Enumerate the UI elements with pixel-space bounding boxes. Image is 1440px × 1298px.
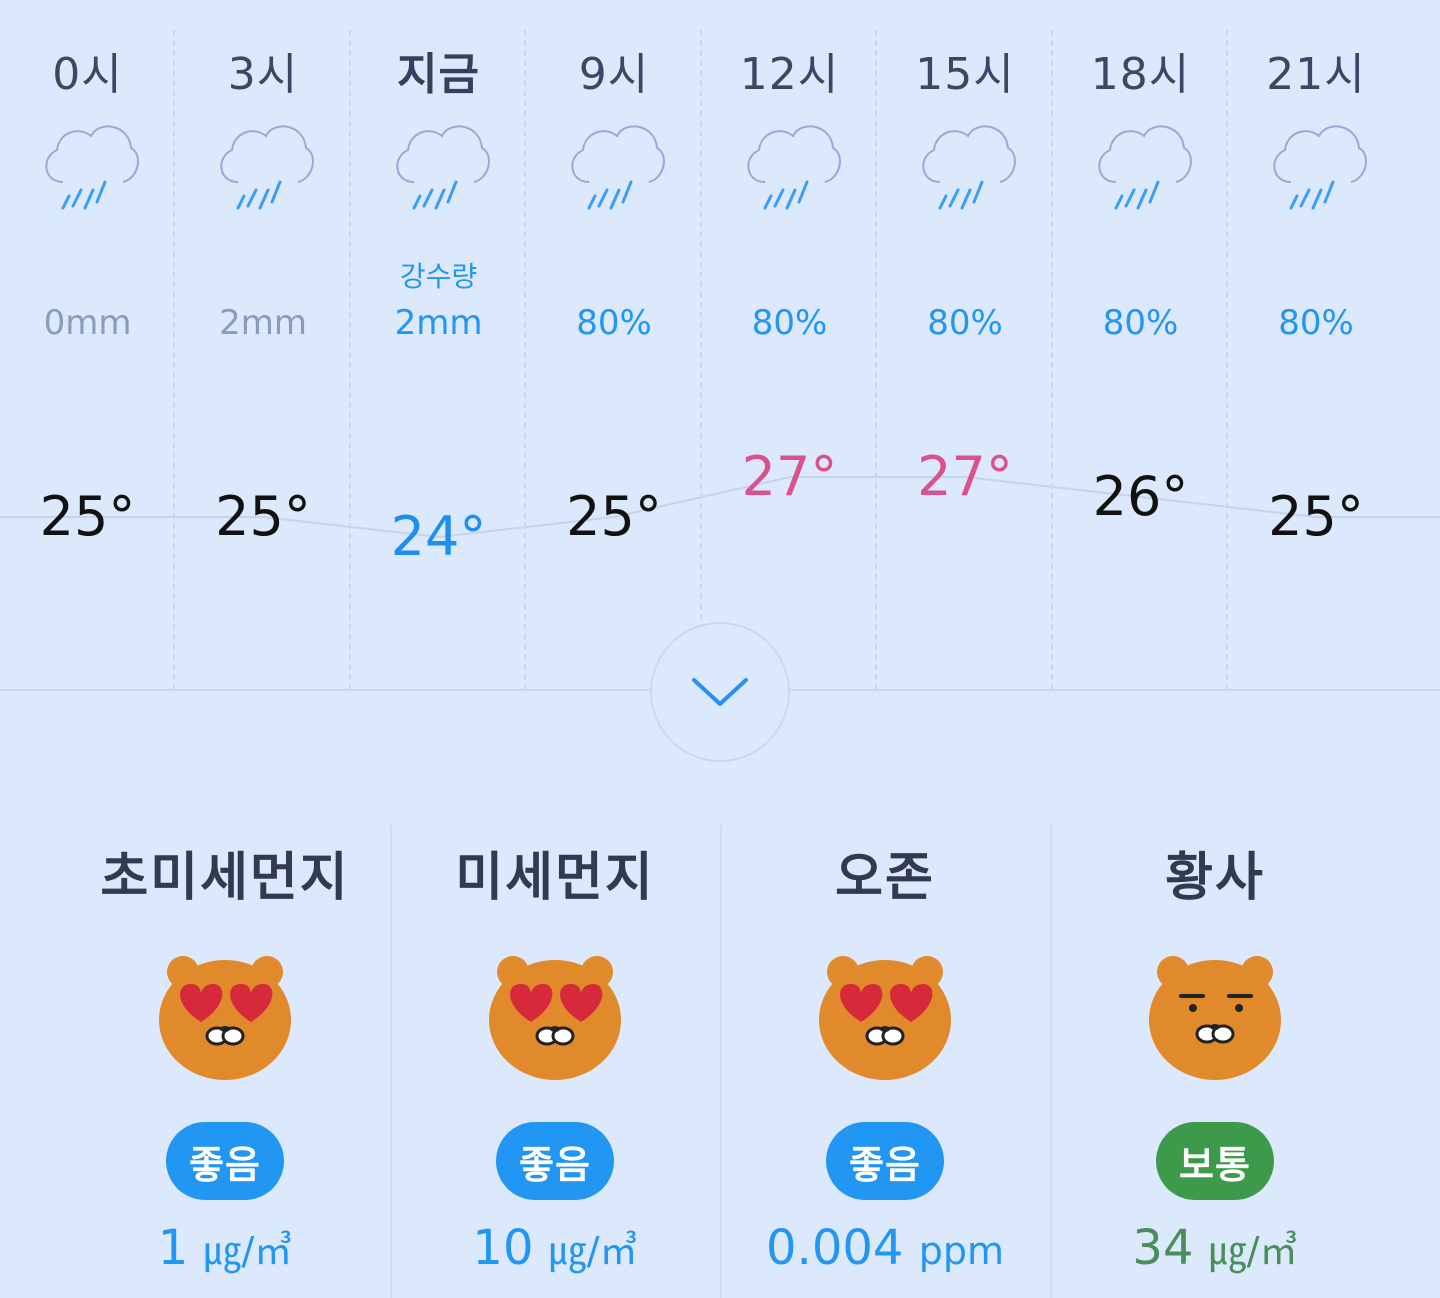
pollutant-unit: ㎍/㎥ <box>548 1229 638 1273</box>
precipitation-label: 강수량 <box>399 260 478 293</box>
column-separator <box>524 30 526 690</box>
ryan-heart-eyes-icon <box>485 950 625 1080</box>
rain-cloud-icon <box>1086 112 1196 222</box>
pollutant-unit: ppm <box>918 1229 1004 1273</box>
pollutant-unit: ㎍/㎥ <box>203 1229 293 1273</box>
status-badge: 좋음 <box>826 1122 944 1200</box>
rain-cloud-icon <box>559 112 669 222</box>
column-separator <box>720 825 722 1298</box>
column-separator <box>875 30 877 690</box>
hour-column: 12시 80% 27° <box>702 0 877 690</box>
precipitation-value: 80% <box>576 303 652 343</box>
hour-label: 0시 <box>52 49 123 100</box>
pollutant-name: 초미세먼지 <box>100 848 350 908</box>
temperature-value: 25° <box>1268 485 1364 548</box>
hour-label: 21시 <box>1266 49 1366 100</box>
air-quality-item[interactable]: 황사 보통 34 ㎍/㎥ <box>1050 825 1380 1298</box>
column-separator <box>1050 30 1053 690</box>
pollutant-number: 10 <box>472 1220 534 1276</box>
hour-label: 지금 <box>397 49 480 100</box>
pollutant-name: 오존 <box>835 848 935 908</box>
temperature-value: 25° <box>566 485 662 548</box>
hour-label: 9시 <box>578 49 650 100</box>
pollutant-value: 34 ㎍/㎥ <box>1050 1220 1380 1276</box>
column-separator <box>390 825 392 1298</box>
status-badge: 좋음 <box>166 1122 284 1200</box>
rain-cloud-icon <box>384 112 494 222</box>
ryan-neutral-icon <box>1145 950 1285 1080</box>
hour-label: 12시 <box>739 49 840 100</box>
pollutant-number: 1 <box>157 1220 189 1276</box>
temperature-value: 26° <box>1092 465 1189 528</box>
precipitation-value: 80% <box>1102 303 1179 343</box>
hour-column: 3시 2mm 25° <box>176 0 351 690</box>
hour-column: 15시 80% 27° <box>878 0 1053 690</box>
air-quality-item[interactable]: 오존 좋음 0.004 ppm <box>720 825 1050 1298</box>
precipitation-value: 80% <box>1278 303 1354 343</box>
temperature-value: 25° <box>215 485 311 548</box>
rain-cloud-icon <box>910 112 1020 222</box>
chevron-down-icon <box>692 678 748 706</box>
expand-forecast-button[interactable] <box>650 622 790 762</box>
precipitation-value: 2mm <box>219 303 307 343</box>
hour-label: 15시 <box>915 49 1015 100</box>
hourly-forecast: 0시 0mm 25° 3시 2mm 25° 지금 <box>0 0 1440 691</box>
precipitation-value: 2mm <box>394 303 483 343</box>
precipitation-value: 80% <box>927 303 1003 343</box>
ryan-heart-eyes-icon <box>155 950 295 1080</box>
temperature-value: 27° <box>917 445 1013 508</box>
pollutant-unit: ㎍/㎥ <box>1208 1229 1298 1273</box>
pollutant-number: 34 <box>1132 1220 1194 1276</box>
air-quality-item[interactable]: 초미세먼지 좋음 1 ㎍/㎥ <box>60 825 390 1298</box>
precipitation-value: 80% <box>751 303 828 343</box>
precipitation-value: 0mm <box>43 303 132 343</box>
temperature-value: 25° <box>39 485 136 548</box>
column-separator <box>1050 825 1052 1298</box>
hour-column: 9시 80% 25° <box>527 0 702 690</box>
rain-cloud-icon <box>735 112 845 222</box>
hour-column: 21시 80% 25° <box>1229 0 1404 690</box>
column-separator <box>1226 30 1228 690</box>
temperature-value: 27° <box>741 445 838 508</box>
pollutant-name: 미세먼지 <box>455 848 655 908</box>
rain-cloud-icon <box>33 112 143 222</box>
pollutant-value: 1 ㎍/㎥ <box>60 1220 390 1276</box>
pollutant-number: 0.004 <box>766 1220 904 1276</box>
hour-column: 18시 80% 26° <box>1053 0 1228 690</box>
rain-cloud-icon <box>208 112 318 222</box>
hour-label: 18시 <box>1090 49 1191 100</box>
ryan-heart-eyes-icon <box>815 950 955 1080</box>
status-badge: 보통 <box>1156 1122 1274 1200</box>
column-separator <box>699 30 702 690</box>
column-separator <box>173 30 175 690</box>
pollutant-value: 10 ㎍/㎥ <box>390 1220 720 1276</box>
temperature-value: 24° <box>390 505 487 568</box>
pollutant-name: 황사 <box>1165 848 1265 908</box>
hour-label: 3시 <box>227 49 299 100</box>
pollutant-value: 0.004 ppm <box>720 1220 1050 1276</box>
rain-cloud-icon <box>1261 112 1371 222</box>
hour-column: 0시 0mm 25° <box>0 0 175 690</box>
hour-column: 지금 강수량 2mm 24° <box>351 0 526 690</box>
air-quality-item[interactable]: 미세먼지 좋음 10 ㎍/㎥ <box>390 825 720 1298</box>
status-badge: 좋음 <box>496 1122 614 1200</box>
column-separator <box>348 30 351 690</box>
air-quality-panel: 초미세먼지 좋음 1 ㎍/㎥ 미세먼지 좋음 10 ㎍/㎥ <box>60 825 1380 1298</box>
